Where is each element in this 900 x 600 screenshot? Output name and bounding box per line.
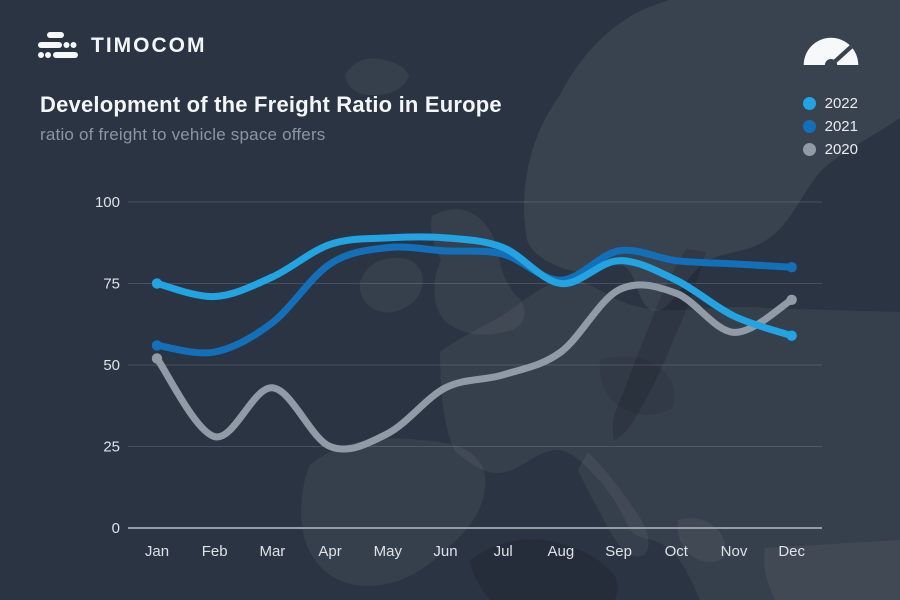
legend-item-2022: 2022 xyxy=(802,94,858,112)
logo-wordmark: TIMOCOM xyxy=(91,33,207,57)
y-tick-label-75: 75 xyxy=(103,276,120,293)
timocom-logo: TIMOCOM xyxy=(38,32,206,59)
x-tick-label-apr: Apr xyxy=(318,543,341,560)
legend-label-2022: 2022 xyxy=(824,94,858,112)
x-tick-label-nov: Nov xyxy=(721,543,748,560)
x-tick-label-aug: Aug xyxy=(548,543,575,560)
legend-dot-2021 xyxy=(802,119,816,133)
page-title: Development of the Freight Ratio in Euro… xyxy=(40,92,502,117)
chart-header: Development of the Freight Ratio in Euro… xyxy=(40,92,502,145)
x-tick-label-mar: Mar xyxy=(259,543,285,560)
x-tick-label-feb: Feb xyxy=(202,543,228,560)
page-subtitle: ratio of freight to vehicle space offers xyxy=(40,125,326,144)
legend-item-2020: 2020 xyxy=(802,140,858,158)
x-tick-label-oct: Oct xyxy=(665,543,689,560)
x-tick-label-jan: Jan xyxy=(145,543,169,560)
legend-label-2021: 2021 xyxy=(824,117,858,135)
series-endpoint-2022-start xyxy=(151,278,163,289)
legend-dot-2022 xyxy=(802,96,816,110)
series-endpoint-2022-end xyxy=(786,330,797,341)
series-endpoint-2021-end xyxy=(786,262,797,273)
x-tick-label-may: May xyxy=(374,543,403,560)
chart-legend: 2022 2021 2020 xyxy=(802,94,858,158)
series-endpoint-2020-end xyxy=(786,294,797,305)
x-tick-label-dec: Dec xyxy=(778,543,805,560)
speedometer-gauge-icon xyxy=(803,37,859,66)
legend-dot-2020 xyxy=(802,142,816,156)
y-tick-label-0: 0 xyxy=(112,520,120,537)
legend-label-2020: 2020 xyxy=(824,140,858,158)
legend-item-2021: 2021 xyxy=(802,117,858,135)
series-endpoint-2020-start xyxy=(151,353,163,364)
y-tick-label-100: 100 xyxy=(95,194,120,211)
x-tick-label-jun: Jun xyxy=(433,543,457,560)
x-tick-label-jul: Jul xyxy=(494,543,513,560)
series-line-2020 xyxy=(153,281,796,453)
series-line-2022 xyxy=(153,233,796,340)
x-tick-label-sep: Sep xyxy=(605,543,632,560)
y-tick-label-25: 25 xyxy=(103,439,120,456)
timocom-truck-logo-icon xyxy=(38,32,78,58)
y-tick-label-50: 50 xyxy=(103,357,120,374)
series-endpoint-2021-start xyxy=(151,340,163,351)
series-line-2021 xyxy=(153,243,796,357)
